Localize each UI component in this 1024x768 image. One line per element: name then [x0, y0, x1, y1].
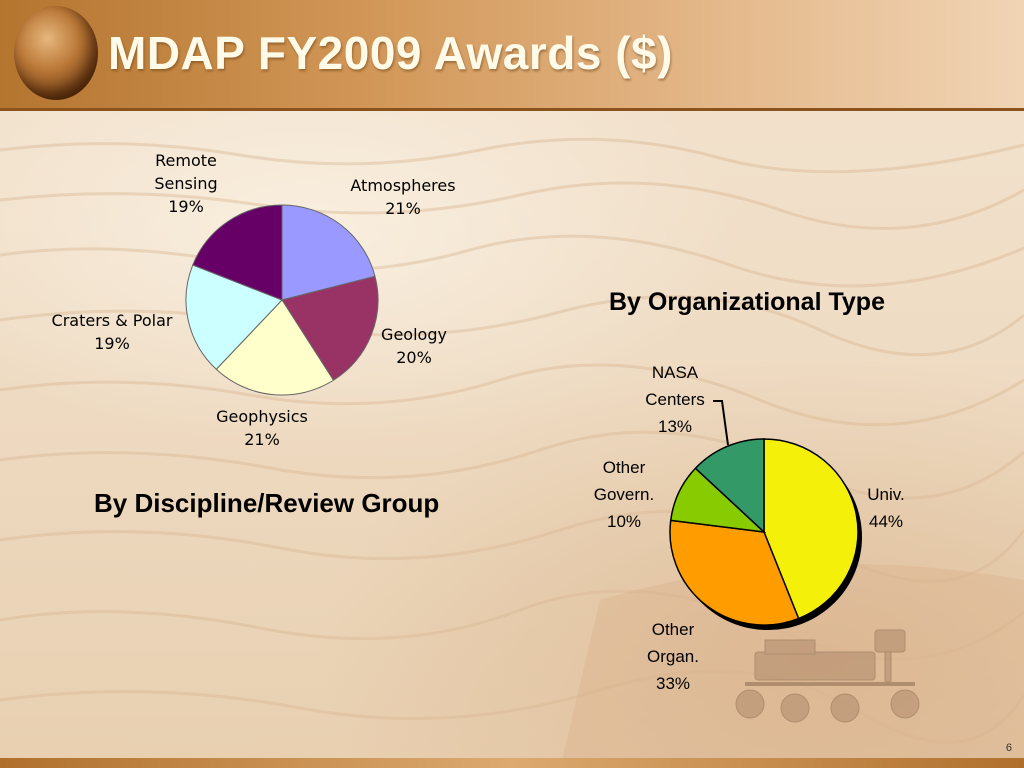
- title-bar: MDAP FY2009 Awards ($): [0, 0, 1024, 111]
- pie-slice-univ: [763, 438, 859, 620]
- bottom-bar: [0, 758, 1024, 768]
- page-number: 6: [1005, 742, 1012, 754]
- pie-slice-geology: [281, 275, 379, 381]
- slice-label-geology: Geology 20%: [381, 325, 447, 367]
- discipline-chart-title: By Discipline/Review Group: [94, 488, 440, 518]
- pie-slice-other-organ: [669, 519, 800, 626]
- slice-label-other-organ: Other Organ. 33%: [647, 620, 699, 693]
- slide-title: MDAP FY2009 Awards ($): [108, 27, 673, 79]
- slice-label-univ: Univ. 44%: [867, 485, 904, 531]
- slice-label-atmospheres: Atmospheres 21%: [350, 176, 455, 218]
- pie-slice-geophysics: [215, 299, 335, 396]
- slice-label-craters-polar: Craters & Polar 19%: [52, 311, 173, 353]
- pie-slice-atmospheres: [281, 204, 376, 301]
- leader-line: [713, 400, 729, 446]
- mars-globe-icon: [14, 6, 98, 100]
- slice-label-geophysics: Geophysics 21%: [216, 407, 308, 449]
- slice-label-nasa-centers: NASA Centers 13%: [645, 363, 705, 436]
- slice-label-other-govern: Other Govern. 10%: [594, 458, 654, 531]
- mars-rover-icon: [735, 629, 920, 723]
- pie-slice-nasa-centers: [694, 438, 765, 534]
- organization-chart-title: By Organizational Type: [609, 288, 885, 316]
- slice-label-remote-sensing: Remote Sensing 19%: [154, 151, 217, 216]
- pie-slice-remote-sensing: [192, 204, 283, 301]
